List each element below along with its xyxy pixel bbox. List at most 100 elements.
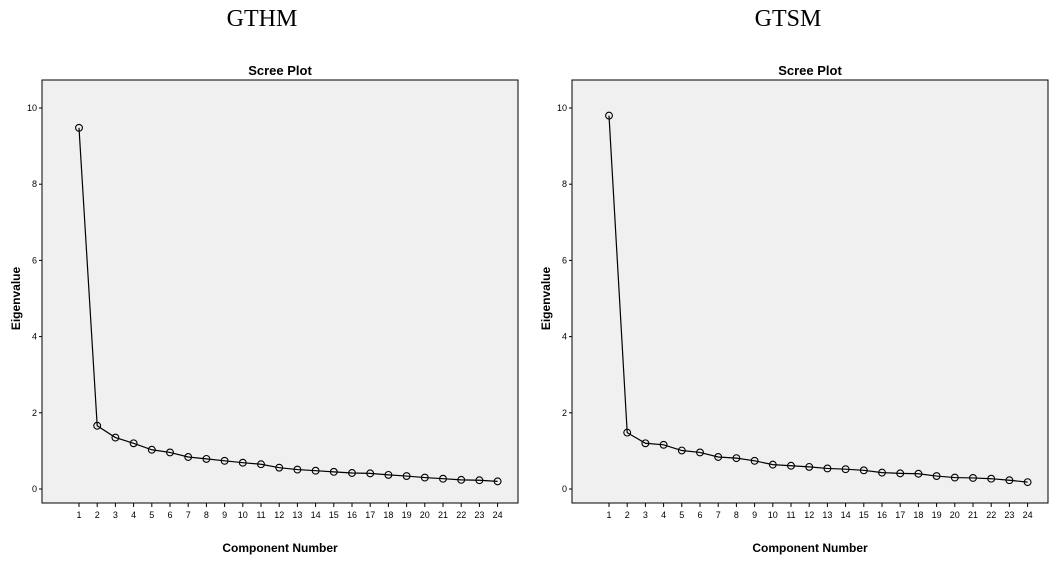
x-tick-label: 15 [859,510,869,520]
x-axis-label: Component Number [752,541,868,555]
data-point [641,439,650,448]
data-point [914,469,923,478]
data-point [147,445,156,454]
y-tick-label: 8 [562,179,567,189]
x-tick-label: 2 [625,510,630,520]
data-point [805,462,814,471]
x-tick-label: 13 [822,510,832,520]
data-point [93,421,102,430]
data-point [166,448,174,457]
y-tick-label: 10 [557,103,567,113]
x-tick-label: 16 [877,510,887,520]
x-tick-label: 5 [149,510,154,520]
data-point [823,464,832,473]
data-point [202,454,211,463]
data-point [329,467,338,476]
data-point [493,477,502,486]
data-point [659,440,668,449]
x-tick-label: 22 [986,510,996,520]
x-tick-label: 10 [238,510,248,520]
x-tick-label: 23 [474,510,484,520]
data-point [787,461,795,470]
y-tick-label: 10 [27,103,37,113]
x-tick-label: 8 [734,510,739,520]
y-tick-label: 2 [562,408,567,418]
x-tick-label: 19 [932,510,942,520]
data-point [220,456,229,465]
x-tick-label: 14 [841,510,851,520]
x-tick-label: 23 [1004,510,1014,520]
x-tick-label: 7 [186,510,191,520]
data-point [732,454,741,463]
data-point [969,474,977,482]
chart-title: Scree Plot [248,63,312,78]
x-tick-label: 24 [493,510,503,520]
x-tick-label: 3 [643,510,648,520]
data-point [184,453,193,461]
y-tick-label: 8 [32,179,37,189]
x-tick-label: 4 [131,510,136,520]
x-tick-label: 2 [95,510,100,520]
data-point [238,458,247,467]
x-tick-label: 13 [292,510,302,520]
plot-area [571,79,1049,504]
x-tick-label: 6 [167,510,172,520]
data-point [932,472,941,480]
x-tick-label: 1 [76,510,81,520]
x-tick-label: 15 [329,510,339,520]
data-point [841,465,850,474]
y-tick-label: 0 [562,484,567,494]
data-point [75,123,83,132]
y-tick-label: 6 [562,255,567,265]
y-axis-label: Eigenvalue [539,266,553,330]
x-tick-label: 7 [716,510,721,520]
data-point [439,474,447,483]
x-tick-label: 4 [661,510,666,520]
data-point [750,456,759,465]
y-axis-label: Eigenvalue [9,266,23,330]
data-point [129,439,138,448]
y-tick-label: 2 [32,408,37,418]
data-point [878,468,886,477]
x-tick-label: 20 [950,510,960,520]
data-point [366,469,375,478]
x-tick-label: 24 [1023,510,1033,520]
y-tick-label: 0 [32,484,37,494]
data-point [348,469,356,477]
data-point [311,466,320,475]
heading-gthm: GTHM [226,6,298,32]
x-tick-label: 8 [204,510,209,520]
data-point [859,466,868,475]
data-point [714,453,723,461]
y-tick-label: 6 [32,255,37,265]
data-point [111,433,120,442]
x-tick-label: 5 [679,510,684,520]
data-point [457,475,466,484]
data-point [768,460,777,469]
x-tick-label: 17 [895,510,905,520]
x-tick-label: 3 [113,510,118,520]
x-tick-label: 10 [768,510,778,520]
x-tick-label: 16 [347,510,357,520]
x-tick-label: 6 [697,510,702,520]
data-point [293,465,302,474]
x-tick-label: 11 [786,510,795,520]
x-tick-label: 9 [752,510,757,520]
data-point [420,473,429,482]
x-tick-label: 17 [365,510,375,520]
x-tick-label: 21 [968,510,978,520]
data-point [987,474,996,483]
data-point [896,469,905,478]
data-point [402,472,411,480]
data-point [257,460,265,469]
chart-title: Scree Plot [778,63,842,78]
heading-gtsm: GTSM [754,6,822,32]
y-tick-label: 4 [32,332,37,342]
data-point [475,476,484,485]
x-tick-label: 14 [311,510,321,520]
data-point [605,111,613,120]
plot-area [41,79,519,504]
data-point [1023,478,1032,487]
data-point [950,473,959,482]
